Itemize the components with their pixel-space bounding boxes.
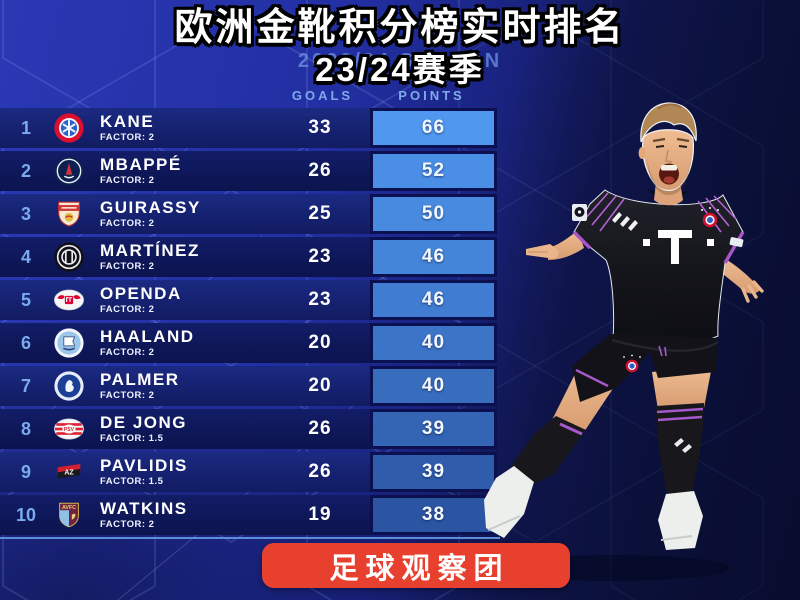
player-name: MARTÍNEZ: [100, 241, 200, 261]
player-factor: FACTOR: 2: [100, 131, 155, 143]
club-crest-mancity-icon: [52, 326, 86, 360]
player-factor: FACTOR: 2: [100, 518, 155, 530]
rank-label: 8: [20, 418, 31, 439]
player-name: PAVLIDIS: [100, 456, 188, 476]
table-row: 4 MARTÍNEZ FACTOR: 2 23 46: [0, 237, 497, 277]
table-row: 9 AZ PAVLIDIS FACTOR: 1.5 26 39: [0, 452, 497, 492]
club-crest-stuttgart-icon: [52, 197, 86, 231]
page-title: 欧洲金靴积分榜实时排名: [174, 7, 626, 49]
player-factor: FACTOR: 1.5: [100, 475, 164, 487]
player-photo-kane: [484, 102, 764, 581]
table-row: 10 AVFC WATKINS FACTOR: 2 19 38: [0, 495, 497, 535]
goals-value: 26: [308, 418, 332, 439]
title-block: 欧洲金靴积分榜实时排名 23/24赛季: [0, 7, 800, 88]
goals-value: 26: [308, 160, 332, 181]
club-crest-chelsea-icon: [52, 369, 86, 403]
player-name: DE JONG: [100, 413, 188, 433]
svg-text:PSV: PSV: [64, 427, 75, 433]
player-name: PALMER: [100, 370, 180, 390]
club-crest-astonvilla-icon: AVFC: [52, 498, 86, 532]
player-factor: FACTOR: 1.5: [100, 432, 164, 444]
rank-label: 9: [20, 461, 31, 482]
club-crest-bayern-icon: [52, 111, 86, 145]
rank-label: 4: [20, 246, 31, 267]
player-factor: FACTOR: 2: [100, 174, 155, 186]
player-factor: FACTOR: 2: [100, 389, 155, 401]
goals-value: 20: [308, 332, 332, 353]
player-name: WATKINS: [100, 499, 188, 519]
footer-badge-label: 足球观察团: [329, 552, 510, 585]
rank-label: 5: [20, 289, 31, 310]
club-crest-psg-icon: [52, 154, 86, 188]
player-name: KANE: [100, 112, 155, 132]
player-factor: FACTOR: 2: [100, 303, 155, 315]
goals-value: 19: [308, 504, 332, 525]
player-name: GUIRASSY: [100, 198, 201, 218]
goals-value: 23: [308, 246, 332, 267]
rank-label: 7: [20, 375, 31, 396]
table-row: 7 PALMER FACTOR: 2 20 40: [0, 366, 497, 406]
goals-value: 20: [308, 375, 332, 396]
player-name: HAALAND: [100, 327, 195, 347]
player-factor: FACTOR: 2: [100, 217, 155, 229]
rank-label: 3: [20, 203, 31, 224]
player-factor: FACTOR: 2: [100, 346, 155, 358]
footer-badge: 足球观察团: [262, 543, 570, 588]
rank-label: 2: [20, 160, 31, 181]
page-subtitle: 23/24赛季: [315, 50, 485, 88]
goals-value: 33: [308, 117, 332, 138]
table-row: 1 KANE FACTOR: 2 33 66: [0, 108, 497, 148]
table-row: 2 MBAPPÉ FACTOR: 2 26 52: [0, 151, 497, 191]
club-crest-az-icon: AZ: [52, 455, 86, 489]
svg-text:AZ: AZ: [64, 469, 74, 476]
table-row: 5 OPENDA FACTOR: 2 23 46: [0, 280, 497, 320]
club-crest-leipzig-icon: [52, 283, 86, 317]
club-crest-inter-icon: [52, 240, 86, 274]
goals-value: 26: [308, 461, 332, 482]
player-name: MBAPPÉ: [100, 155, 182, 175]
goals-value: 23: [308, 289, 332, 310]
rank-label: 6: [20, 332, 31, 353]
table-underline: [0, 537, 500, 539]
goals-value: 25: [308, 203, 332, 224]
table-row: 3 GUIRASSY FACTOR: 2 25 50: [0, 194, 497, 234]
player-name: OPENDA: [100, 284, 182, 304]
column-header-goals: GOALS: [291, 88, 354, 103]
svg-text:AVFC: AVFC: [62, 505, 76, 511]
rank-label: 1: [20, 117, 31, 138]
leaderboard-table: 1 KANE FACTOR: 2 33 66 2 MBAPPÉ FACTOR: 2 …: [0, 108, 497, 538]
player-factor: FACTOR: 2: [100, 260, 155, 272]
table-row: 8 PSV DE JONG FACTOR: 1.5 26 39: [0, 409, 497, 449]
table-row: 6 HAALAND FACTOR: 2 20 40: [0, 323, 497, 363]
rank-label: 10: [15, 504, 37, 525]
club-crest-psv-icon: PSV: [52, 412, 86, 446]
